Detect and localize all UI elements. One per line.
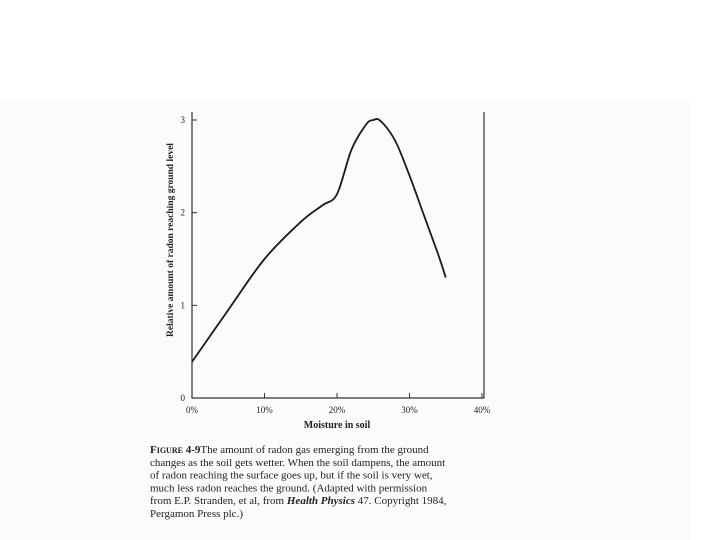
caption-text: The amount of radon gas emerging from th… [200, 444, 429, 456]
y-tick-label: 1 [181, 300, 186, 310]
y-axis-label: Relative amount of radon reaching ground… [166, 143, 176, 337]
axis-frame [191, 112, 485, 399]
x-tick-label: 40% [474, 405, 491, 415]
y-tick-label: 0 [181, 393, 186, 403]
y-tick-label: 3 [181, 115, 186, 125]
caption-text: 47. Copyright 1984, [355, 495, 447, 507]
caption-line: of radon reaching the surface goes up, b… [150, 470, 433, 482]
caption-line: Pergamon Press plc.) [150, 508, 243, 520]
data-line [191, 118, 447, 363]
x-axis-label: Moisture in soil [304, 420, 371, 431]
caption-line: Figure 4-9The amount of radon gas emergi… [150, 444, 429, 456]
caption-label: Figure 4-9 [150, 444, 201, 456]
caption-line: from E.P. Stranden, et al, from Health P… [150, 495, 447, 507]
caption-text: Pergamon Press plc.) [150, 508, 243, 520]
caption-text: from E.P. Stranden, et al, from [150, 495, 287, 507]
x-tick-label: 20% [329, 405, 346, 415]
caption-text: much less radon reaches the ground. (Ada… [150, 482, 428, 494]
caption-line: much less radon reaches the ground. (Ada… [150, 482, 428, 494]
x-tick-label: 0% [186, 405, 199, 415]
x-tick-label: 10% [256, 405, 273, 415]
caption-text: changes as the soil gets wetter. When th… [150, 457, 445, 469]
caption-text: of radon reaching the surface goes up, b… [150, 470, 433, 482]
y-tick-label: 2 [181, 208, 186, 218]
x-tick-label: 30% [401, 405, 418, 415]
caption-line: changes as the soil gets wetter. When th… [150, 457, 445, 469]
caption-text: Health Physics [286, 495, 355, 507]
